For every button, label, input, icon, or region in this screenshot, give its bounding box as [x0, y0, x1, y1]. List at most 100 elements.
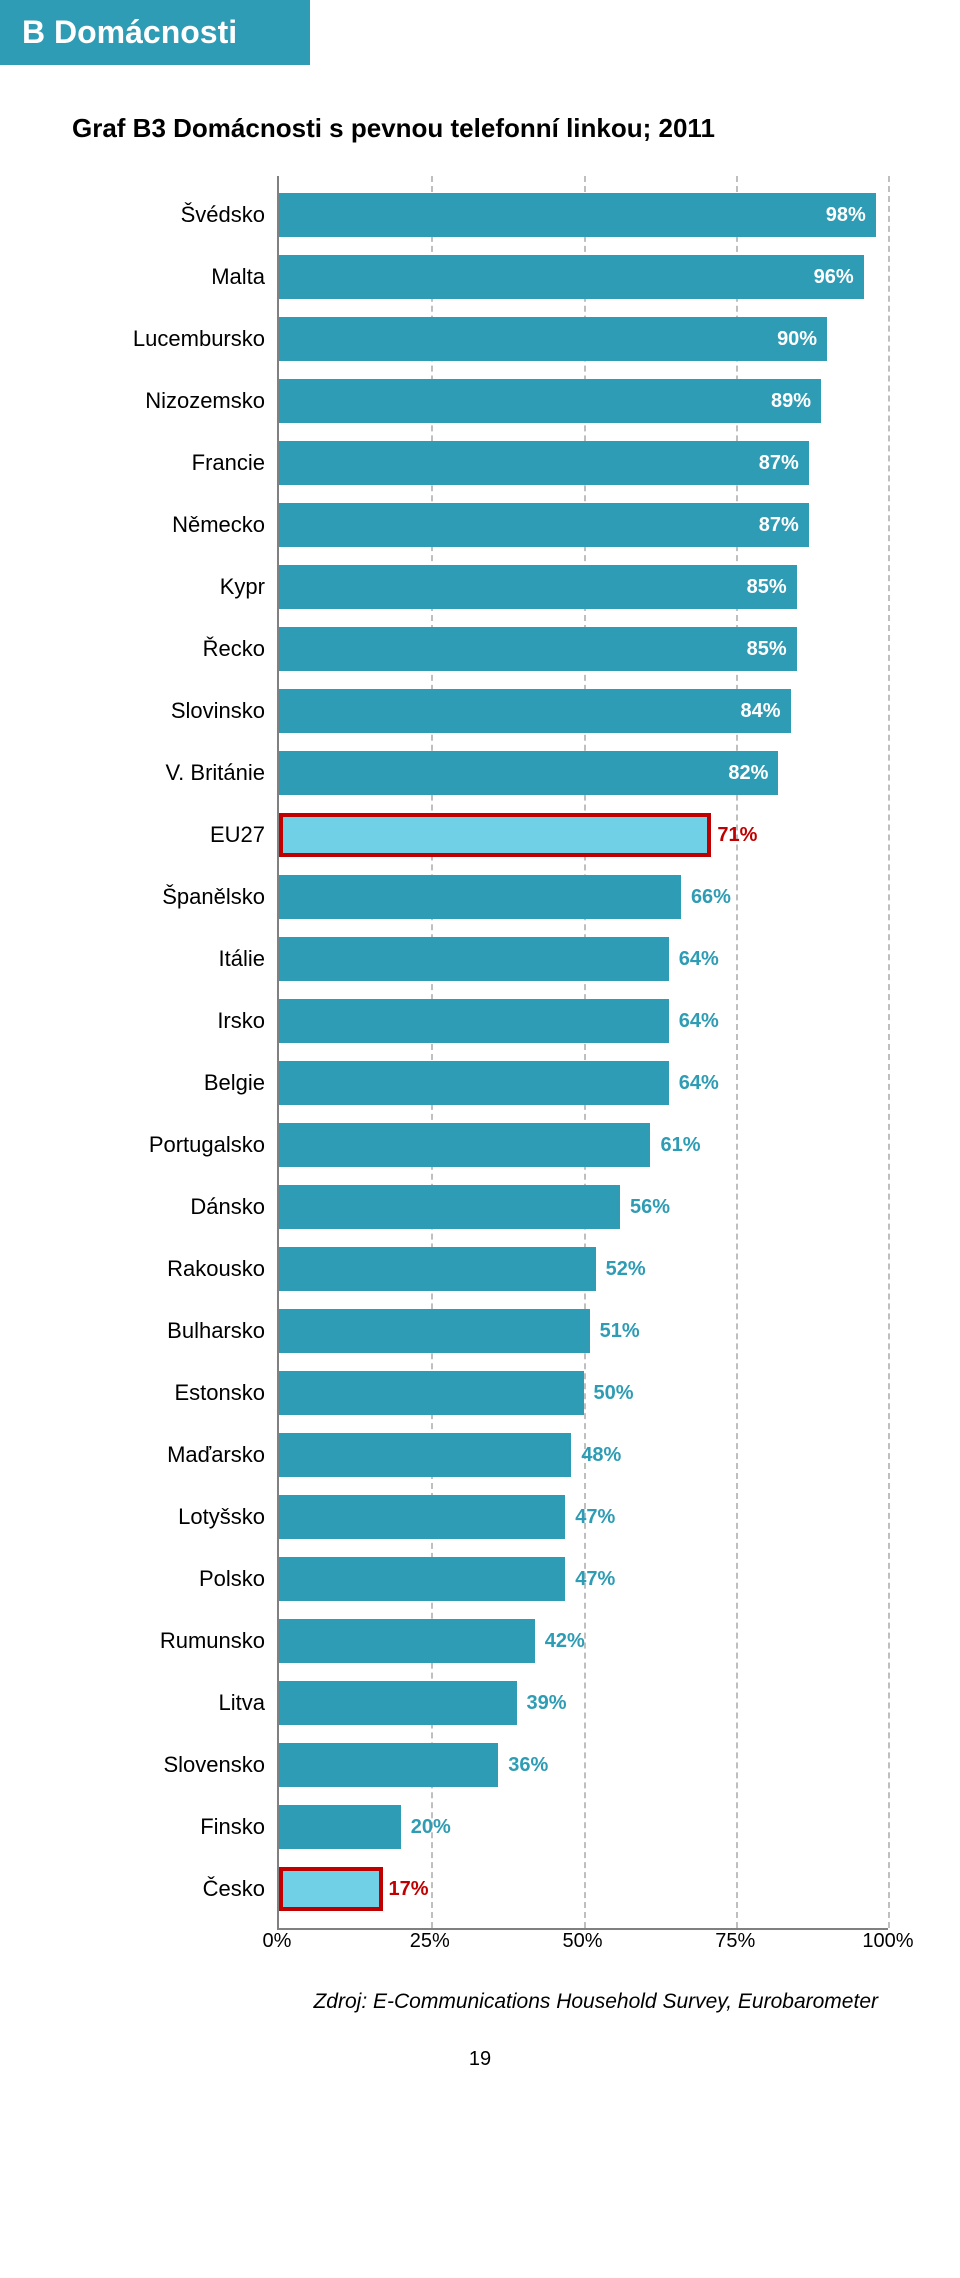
category-label: Maďarsko: [72, 1442, 277, 1468]
bar: 56%: [279, 1185, 620, 1229]
bar-value: 85%: [747, 638, 797, 661]
category-label: Litva: [72, 1690, 277, 1716]
bar: 89%: [279, 379, 821, 423]
bar-value: 85%: [747, 576, 797, 599]
chart-container: Graf B3 Domácnosti s pevnou telefonní li…: [0, 65, 960, 2024]
bar-value: 47%: [565, 1506, 615, 1529]
bar: 90%: [279, 317, 827, 361]
bar: 85%: [279, 565, 797, 609]
category-label: Rumunsko: [72, 1628, 277, 1654]
category-label: Francie: [72, 450, 277, 476]
bar: 64%: [279, 937, 669, 981]
bar-value: 66%: [681, 886, 731, 909]
bar: 66%: [279, 875, 681, 919]
bar: 36%: [279, 1743, 498, 1787]
plot-area: 98%96%90%89%87%87%85%85%84%82%71%66%64%6…: [277, 176, 888, 1930]
bar-value: 47%: [565, 1568, 615, 1591]
bar: 50%: [279, 1371, 584, 1415]
bar-value: 36%: [498, 1754, 548, 1777]
bar: 39%: [279, 1681, 517, 1725]
bar-value: 61%: [650, 1134, 700, 1157]
bar: 71%: [279, 813, 711, 857]
bar-value: 71%: [707, 824, 757, 847]
x-tick-label: 25%: [410, 1930, 450, 1953]
bar-chart: Švédsko Malta Lucembursko Nizozemsko Francie…: [72, 176, 888, 1930]
bar-value: 17%: [379, 1878, 429, 1901]
bar-value: 48%: [571, 1444, 621, 1467]
bar: 20%: [279, 1805, 401, 1849]
category-label: Polsko: [72, 1566, 277, 1592]
bar-value: 90%: [777, 328, 827, 351]
category-label: Česko: [72, 1876, 277, 1902]
bar-value: 89%: [771, 390, 821, 413]
bar-value: 39%: [517, 1692, 567, 1715]
category-label: Nizozemsko: [72, 388, 277, 414]
bar: 51%: [279, 1309, 590, 1353]
category-label: Slovinsko: [72, 698, 277, 724]
category-label: Malta: [72, 264, 277, 290]
category-label: Lucembursko: [72, 326, 277, 352]
chart-title: Graf B3 Domácnosti s pevnou telefonní li…: [72, 113, 888, 144]
bar: 47%: [279, 1557, 565, 1601]
bar: 82%: [279, 751, 778, 795]
bar-value: 42%: [535, 1630, 585, 1653]
category-label: Itálie: [72, 946, 277, 972]
bar-value: 87%: [759, 514, 809, 537]
category-label: Bulharsko: [72, 1318, 277, 1344]
bar: 42%: [279, 1619, 535, 1663]
bar-value: 52%: [596, 1258, 646, 1281]
bar-value: 64%: [669, 1072, 719, 1095]
bar: 87%: [279, 503, 809, 547]
x-axis: 0%25%50%75%100%: [277, 1930, 888, 1960]
bar-value: 56%: [620, 1196, 670, 1219]
bar-value: 87%: [759, 452, 809, 475]
bar-value: 82%: [728, 762, 778, 785]
category-label: Řecko: [72, 636, 277, 662]
category-label: Slovensko: [72, 1752, 277, 1778]
x-tick-label: 50%: [562, 1930, 602, 1953]
bar: 52%: [279, 1247, 596, 1291]
bar: 61%: [279, 1123, 650, 1167]
category-label: Portugalsko: [72, 1132, 277, 1158]
x-tick-label: 75%: [715, 1930, 755, 1953]
category-label: Německo: [72, 512, 277, 538]
gridline: [888, 176, 890, 1928]
category-label: V. Británie: [72, 760, 277, 786]
bar-value: 98%: [826, 204, 876, 227]
category-label: EU27: [72, 822, 277, 848]
category-label: Kypr: [72, 574, 277, 600]
bar-value: 84%: [741, 700, 791, 723]
category-label: Irsko: [72, 1008, 277, 1034]
bar: 84%: [279, 689, 791, 733]
bar: 64%: [279, 1061, 669, 1105]
category-label: Finsko: [72, 1814, 277, 1840]
bar: 87%: [279, 441, 809, 485]
bar: 48%: [279, 1433, 571, 1477]
page-number: 19: [0, 2048, 960, 2091]
category-label: Španělsko: [72, 884, 277, 910]
bar: 96%: [279, 255, 864, 299]
y-axis-labels: Švédsko Malta Lucembursko Nizozemsko Francie…: [72, 176, 277, 1930]
category-label: Lotyšsko: [72, 1504, 277, 1530]
bar-value: 64%: [669, 1010, 719, 1033]
bar-value: 64%: [669, 948, 719, 971]
category-label: Švédsko: [72, 202, 277, 228]
bars-group: 98%96%90%89%87%87%85%85%84%82%71%66%64%6…: [279, 176, 888, 1928]
bar-value: 96%: [814, 266, 864, 289]
x-tick-label: 100%: [862, 1930, 913, 1953]
category-label: Rakousko: [72, 1256, 277, 1282]
category-label: Belgie: [72, 1070, 277, 1096]
section-header: B Domácnosti: [0, 0, 310, 65]
bar: 17%: [279, 1867, 383, 1911]
bar: 64%: [279, 999, 669, 1043]
category-label: Estonsko: [72, 1380, 277, 1406]
bar-value: 20%: [401, 1816, 451, 1839]
bar-value: 51%: [590, 1320, 640, 1343]
x-tick-label: 0%: [263, 1930, 292, 1953]
bar: 47%: [279, 1495, 565, 1539]
bar-value: 50%: [584, 1382, 634, 1405]
category-label: Dánsko: [72, 1194, 277, 1220]
bar: 85%: [279, 627, 797, 671]
bar: 98%: [279, 193, 876, 237]
chart-source: Zdroj: E-Communications Household Survey…: [72, 1990, 888, 2014]
